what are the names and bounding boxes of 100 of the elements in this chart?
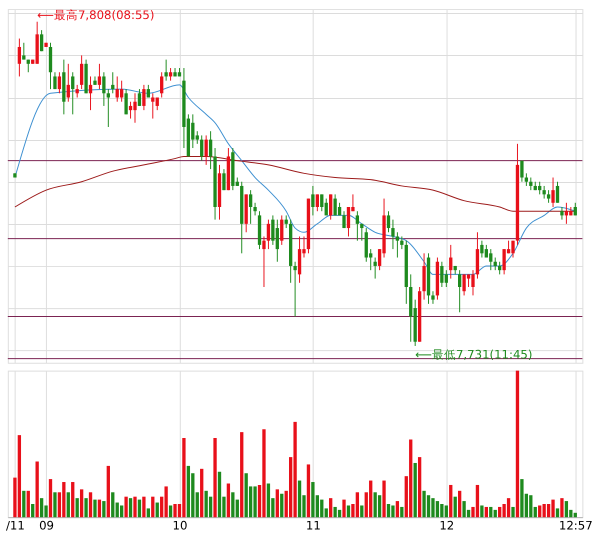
bar	[66, 492, 70, 518]
bar	[360, 505, 364, 518]
candlestick	[338, 202, 342, 216]
x-tick-label: 11	[306, 518, 321, 532]
bar	[431, 498, 435, 518]
bar	[80, 489, 84, 518]
bar	[426, 495, 430, 518]
bar	[293, 422, 297, 518]
candlestick	[542, 185, 546, 200]
candlestick	[58, 72, 62, 94]
bar	[40, 498, 44, 518]
x-tick-label: /11	[6, 518, 25, 532]
bar	[520, 479, 524, 518]
candlestick	[124, 88, 128, 115]
bar	[146, 508, 150, 518]
candlestick	[146, 84, 150, 98]
bar	[71, 482, 74, 518]
bar	[462, 501, 466, 518]
bar	[266, 483, 270, 518]
candlestick	[373, 257, 377, 280]
bar	[31, 504, 34, 518]
bar	[378, 495, 382, 518]
bar	[26, 490, 30, 518]
bar	[213, 438, 217, 518]
bar	[356, 492, 360, 518]
bar	[138, 500, 142, 518]
candlestick	[102, 72, 106, 106]
bar	[36, 462, 39, 518]
bar	[18, 435, 22, 518]
bar	[124, 496, 128, 518]
candlestick	[311, 185, 315, 216]
candlestick	[316, 194, 319, 212]
candlestick	[98, 63, 102, 90]
candlestick	[18, 38, 22, 77]
candlestick	[204, 134, 208, 166]
candlestick	[480, 240, 484, 258]
annotation: ⟵最低7,731(11:45)	[415, 348, 532, 362]
bar	[560, 498, 564, 518]
x-tick-label: 12	[439, 518, 454, 532]
candlestick	[356, 210, 360, 242]
bar	[311, 482, 315, 518]
bar	[106, 466, 110, 518]
candlestick	[293, 261, 297, 317]
candlestick	[346, 206, 350, 237]
candlestick	[106, 88, 110, 128]
bar	[458, 490, 462, 518]
bar	[551, 500, 555, 518]
bar	[382, 480, 386, 518]
bar	[436, 501, 440, 518]
candlestick	[22, 42, 26, 60]
candlestick	[133, 92, 137, 124]
candlestick	[546, 190, 550, 204]
candlestick	[160, 72, 164, 98]
candlestick	[329, 194, 332, 220]
bar	[76, 498, 79, 518]
x-tick-label: 12:57	[558, 518, 593, 532]
candlestick	[502, 248, 506, 275]
candlestick	[88, 76, 92, 111]
candlestick	[520, 160, 524, 182]
bar	[480, 505, 484, 518]
bar	[142, 496, 146, 518]
candlestick	[449, 244, 452, 280]
candlestick	[164, 59, 168, 82]
candlestick	[76, 84, 79, 98]
bar	[342, 500, 346, 518]
candlestick	[333, 194, 337, 216]
bar	[262, 429, 266, 518]
candlestick	[391, 219, 395, 250]
bar	[516, 370, 520, 518]
bar	[133, 496, 137, 518]
bar	[280, 494, 284, 518]
annotation: ⟵最高7,808(08:55)	[37, 8, 154, 22]
x-tick-label: 10	[172, 518, 188, 532]
candlestick	[458, 270, 462, 313]
candlestick	[551, 177, 555, 208]
bar	[329, 498, 332, 518]
candlestick	[280, 214, 284, 246]
candlestick	[26, 59, 30, 73]
candlestick	[494, 257, 497, 271]
bar	[306, 464, 310, 518]
candlestick	[168, 68, 172, 82]
bar	[164, 486, 168, 518]
candlestick	[574, 202, 577, 216]
bar	[84, 498, 88, 518]
candlestick	[66, 63, 70, 102]
candlestick	[462, 274, 466, 296]
bar	[48, 479, 52, 518]
bar	[400, 506, 404, 518]
bar	[276, 489, 279, 518]
bar	[240, 432, 244, 518]
bar	[418, 457, 422, 518]
bar	[449, 484, 452, 518]
candlestick	[80, 54, 84, 90]
bar	[414, 462, 417, 518]
candlestick	[71, 72, 74, 115]
candlestick	[556, 181, 560, 204]
bar	[298, 480, 302, 518]
bar	[440, 504, 444, 518]
bar	[22, 490, 26, 518]
candlestick	[284, 214, 288, 229]
